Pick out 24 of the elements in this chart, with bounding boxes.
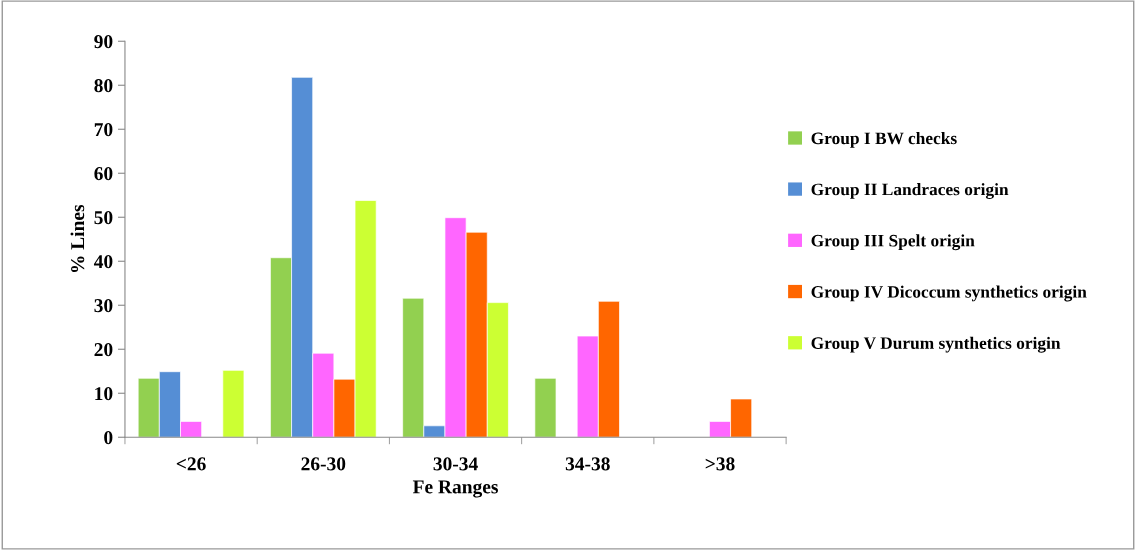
y-tick-label: 30 xyxy=(94,299,113,313)
bar xyxy=(222,370,245,438)
y-tick-label: 60 xyxy=(94,167,113,181)
x-tick-label: <26 xyxy=(176,457,206,471)
y-tick-label: 20 xyxy=(94,343,113,357)
y-tick-label: 80 xyxy=(94,79,113,93)
y-tick-label: 0 xyxy=(104,431,113,445)
bar xyxy=(534,377,557,438)
y-axis-title: % Lines xyxy=(70,204,85,273)
y-tick-label: 50 xyxy=(94,211,113,225)
x-tick-label: 34-38 xyxy=(565,457,610,471)
legend-label: Group III Spelt origin xyxy=(811,234,975,251)
x-tick-label: >38 xyxy=(705,457,735,471)
legend-label: Group IV Dicoccum synthetics origin xyxy=(811,285,1087,302)
legend-label: Group V Durum synthetics origin xyxy=(811,336,1061,353)
y-tick-label: 70 xyxy=(94,123,113,137)
legend-label: Group II Landraces origin xyxy=(811,183,1009,199)
y-tick-label: 10 xyxy=(95,387,113,401)
x-tick-label: 26-30 xyxy=(301,457,346,471)
y-tick-label: 90 xyxy=(94,35,113,49)
x-tick-label: 30-34 xyxy=(433,457,478,471)
y-tick-label: 40 xyxy=(93,255,113,269)
x-axis-title: Fe Ranges xyxy=(412,480,498,498)
legend-label: Group I BW checks xyxy=(811,131,957,148)
